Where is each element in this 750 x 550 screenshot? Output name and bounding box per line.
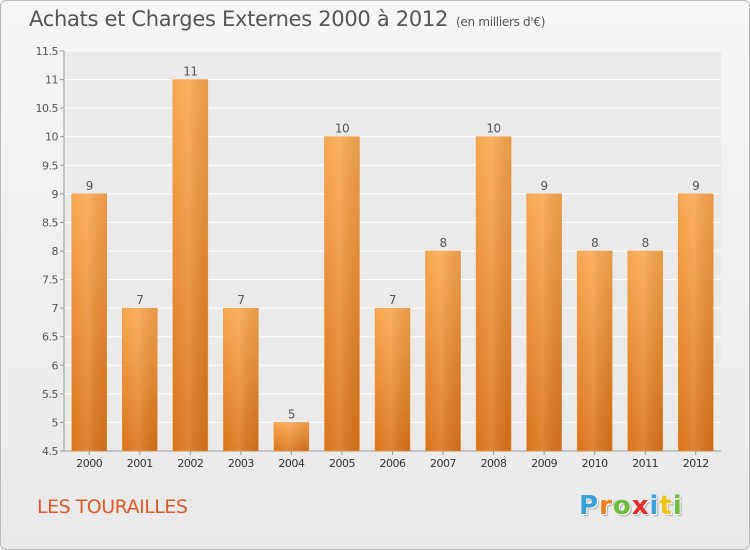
logo-letter: x: [631, 491, 650, 521]
bar-highlight: [71, 193, 107, 451]
bar-value-label: 9: [692, 179, 699, 193]
chart-title: Achats et Charges Externes 2000 à 2012 (e…: [29, 7, 545, 31]
y-tick-label: 7: [52, 302, 59, 315]
bar-highlight: [577, 251, 613, 451]
logo-letter: i: [672, 491, 683, 521]
y-tick-label: 8: [52, 245, 59, 258]
bar-value-label: 10: [335, 122, 349, 136]
bar-highlight: [273, 422, 309, 451]
x-tick-label: 2008: [481, 457, 507, 470]
bar-highlight: [627, 251, 663, 451]
bar-highlight: [324, 136, 360, 451]
x-tick-label: 2000: [76, 457, 102, 470]
x-tick-label: 2002: [177, 457, 203, 470]
x-tick-label: 2004: [278, 457, 304, 470]
proxiti-logo: Proxiti: [579, 491, 683, 521]
bar-highlight: [172, 79, 208, 452]
bar-value-label: 11: [183, 65, 197, 79]
x-tick-label: 2011: [632, 457, 658, 470]
y-tick-label: 5.5: [42, 388, 58, 401]
logo-letter: P: [579, 491, 600, 521]
y-tick-label: 8.5: [42, 216, 58, 229]
bar-value-label: 8: [591, 236, 598, 250]
y-tick-label: 7.5: [42, 274, 58, 287]
y-tick-label: 11.5: [36, 45, 59, 58]
bar-value-label: 7: [136, 293, 143, 307]
x-tick-label: 2009: [531, 457, 557, 470]
logo-letter: o: [612, 491, 632, 521]
x-tick-label: 2001: [127, 457, 153, 470]
logo-letter: t: [659, 491, 673, 521]
bar-highlight: [223, 308, 259, 451]
bar-value-label: 7: [237, 293, 244, 307]
title-text: Achats et Charges Externes 2000 à 2012: [29, 7, 449, 31]
bar-value-label: 7: [389, 293, 396, 307]
bar-value-label: 8: [642, 236, 649, 250]
y-tick-label: 9: [52, 188, 59, 201]
x-tick-label: 2010: [582, 457, 608, 470]
bar-value-label: 8: [439, 236, 446, 250]
bar-highlight: [678, 193, 714, 451]
y-tick-label: 10.5: [36, 102, 59, 115]
bar-highlight: [425, 251, 461, 451]
y-tick-label: 6: [52, 359, 59, 372]
y-tick-label: 5: [52, 416, 59, 429]
x-tick-label: 2003: [228, 457, 254, 470]
bar-value-label: 9: [541, 179, 548, 193]
x-tick-label: 2005: [329, 457, 355, 470]
unit-note: (en milliers d'€): [456, 15, 546, 29]
bar-highlight: [122, 308, 158, 451]
place-name: LES TOURAILLES: [37, 496, 188, 518]
y-tick-label: 4.5: [42, 445, 58, 458]
y-tick-label: 10: [45, 131, 58, 144]
logo-letter: r: [599, 491, 613, 521]
y-tick-label: 6.5: [42, 331, 58, 344]
bar-value-label: 10: [486, 122, 500, 136]
y-tick-label: 11: [45, 74, 58, 87]
bar-highlight: [375, 308, 410, 451]
y-tick-label: 9.5: [42, 159, 58, 172]
x-tick-label: 2007: [430, 457, 456, 470]
bar-highlight: [526, 193, 562, 451]
x-tick-label: 2012: [683, 457, 709, 470]
bar-value-label: 9: [86, 179, 93, 193]
bar-value-label: 5: [288, 407, 295, 421]
x-tick-label: 2006: [380, 457, 406, 470]
logo-letter: i: [649, 491, 660, 521]
bar-highlight: [476, 136, 512, 451]
